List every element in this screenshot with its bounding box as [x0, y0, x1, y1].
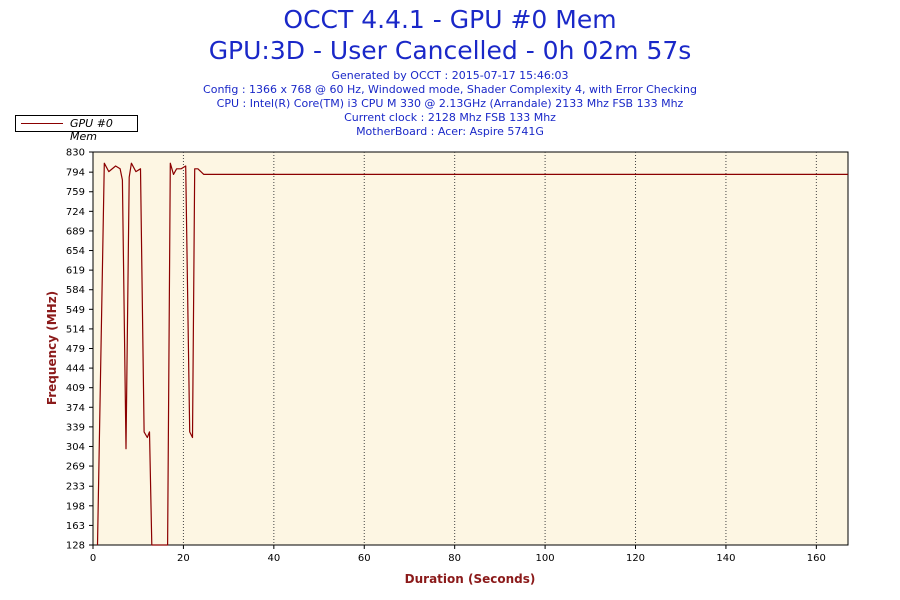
x-tick-label: 160	[807, 553, 826, 564]
legend-swatch	[21, 123, 63, 124]
y-tick-label: 514	[66, 324, 85, 335]
info-generated: Generated by OCCT : 2015-07-17 15:46:03	[331, 69, 569, 82]
x-tick-label: 40	[267, 553, 280, 564]
x-tick-label: 140	[716, 553, 735, 564]
y-tick-label: 549	[66, 305, 85, 316]
y-tick-label: 479	[66, 344, 85, 355]
chart-title: OCCT 4.4.1 - GPU #0 Mem	[283, 5, 617, 34]
y-tick-label: 269	[66, 462, 85, 473]
y-tick-label: 163	[66, 521, 85, 532]
x-tick-label: 120	[626, 553, 645, 564]
x-tick-label: 60	[358, 553, 371, 564]
y-tick-label: 759	[66, 187, 85, 198]
y-tick-label: 444	[66, 364, 85, 375]
y-tick-label: 339	[66, 422, 85, 433]
y-tick-label: 794	[66, 168, 85, 179]
x-tick-label: 0	[90, 553, 96, 564]
series-line-0	[96, 162, 848, 546]
y-tick-label: 619	[66, 266, 85, 277]
plot-area	[92, 151, 849, 546]
y-tick-label: 654	[66, 246, 85, 257]
info-motherboard: MotherBoard : Acer: Aspire 5741G	[356, 125, 544, 138]
y-tick-label: 304	[66, 442, 85, 453]
chart-subtitle: GPU:3D - User Cancelled - 0h 02m 57s	[208, 36, 692, 65]
legend-label: GPU #0 Mem	[70, 117, 113, 143]
y-tick-label: 689	[66, 226, 85, 237]
info-block: Generated by OCCT : 2015-07-17 15:46:03 …	[0, 69, 900, 139]
x-tick-label: 20	[177, 553, 190, 564]
info-cpu: CPU : Intel(R) Core(TM) i3 CPU M 330 @ 2…	[216, 97, 684, 110]
y-tick-label: 233	[66, 482, 85, 493]
x-axis-label: Duration (Seconds)	[404, 572, 536, 586]
info-config: Config : 1366 x 768 @ 60 Hz, Windowed mo…	[203, 83, 697, 96]
y-tick-label: 830	[66, 148, 85, 159]
header: OCCT 4.4.1 - GPU #0 Mem GPU:3D - User Ca…	[0, 4, 900, 139]
y-axis-label: Frequency (MHz)	[45, 290, 59, 406]
y-tick-label: 584	[66, 285, 85, 296]
y-tick-label: 724	[66, 207, 85, 218]
x-tick-label: 100	[536, 553, 555, 564]
y-tick-label: 198	[66, 501, 85, 512]
y-tick-label: 128	[66, 541, 85, 552]
x-tick-label: 80	[448, 553, 461, 564]
info-current-clock: Current clock : 2128 Mhz FSB 133 Mhz	[344, 111, 556, 124]
y-tick-label: 409	[66, 383, 85, 394]
legend: GPU #0 Mem	[15, 115, 138, 143]
y-tick-label: 374	[66, 403, 85, 414]
